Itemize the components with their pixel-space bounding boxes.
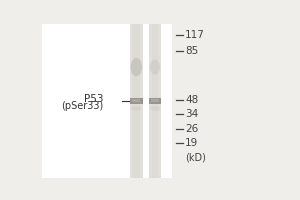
Ellipse shape [130,58,142,76]
Text: 85: 85 [185,46,198,56]
Bar [42,24,172,178]
Text: 26: 26 [185,124,198,134]
Bar [132,99,140,102]
Text: 117: 117 [185,30,205,40]
Text: 19: 19 [185,138,198,148]
Ellipse shape [131,106,142,111]
Ellipse shape [149,106,160,111]
Text: (kD): (kD) [185,152,206,162]
Text: 48: 48 [185,95,198,105]
Bar [151,99,159,102]
Bar [172,24,270,178]
Ellipse shape [150,60,160,75]
Bar [130,24,143,178]
Text: 34: 34 [185,109,198,119]
Bar [148,98,161,104]
Bar [133,24,140,178]
Bar [130,98,143,104]
Text: P53: P53 [84,94,104,104]
Bar [148,24,161,178]
Text: (pSer33): (pSer33) [61,101,104,111]
Bar [152,24,158,178]
